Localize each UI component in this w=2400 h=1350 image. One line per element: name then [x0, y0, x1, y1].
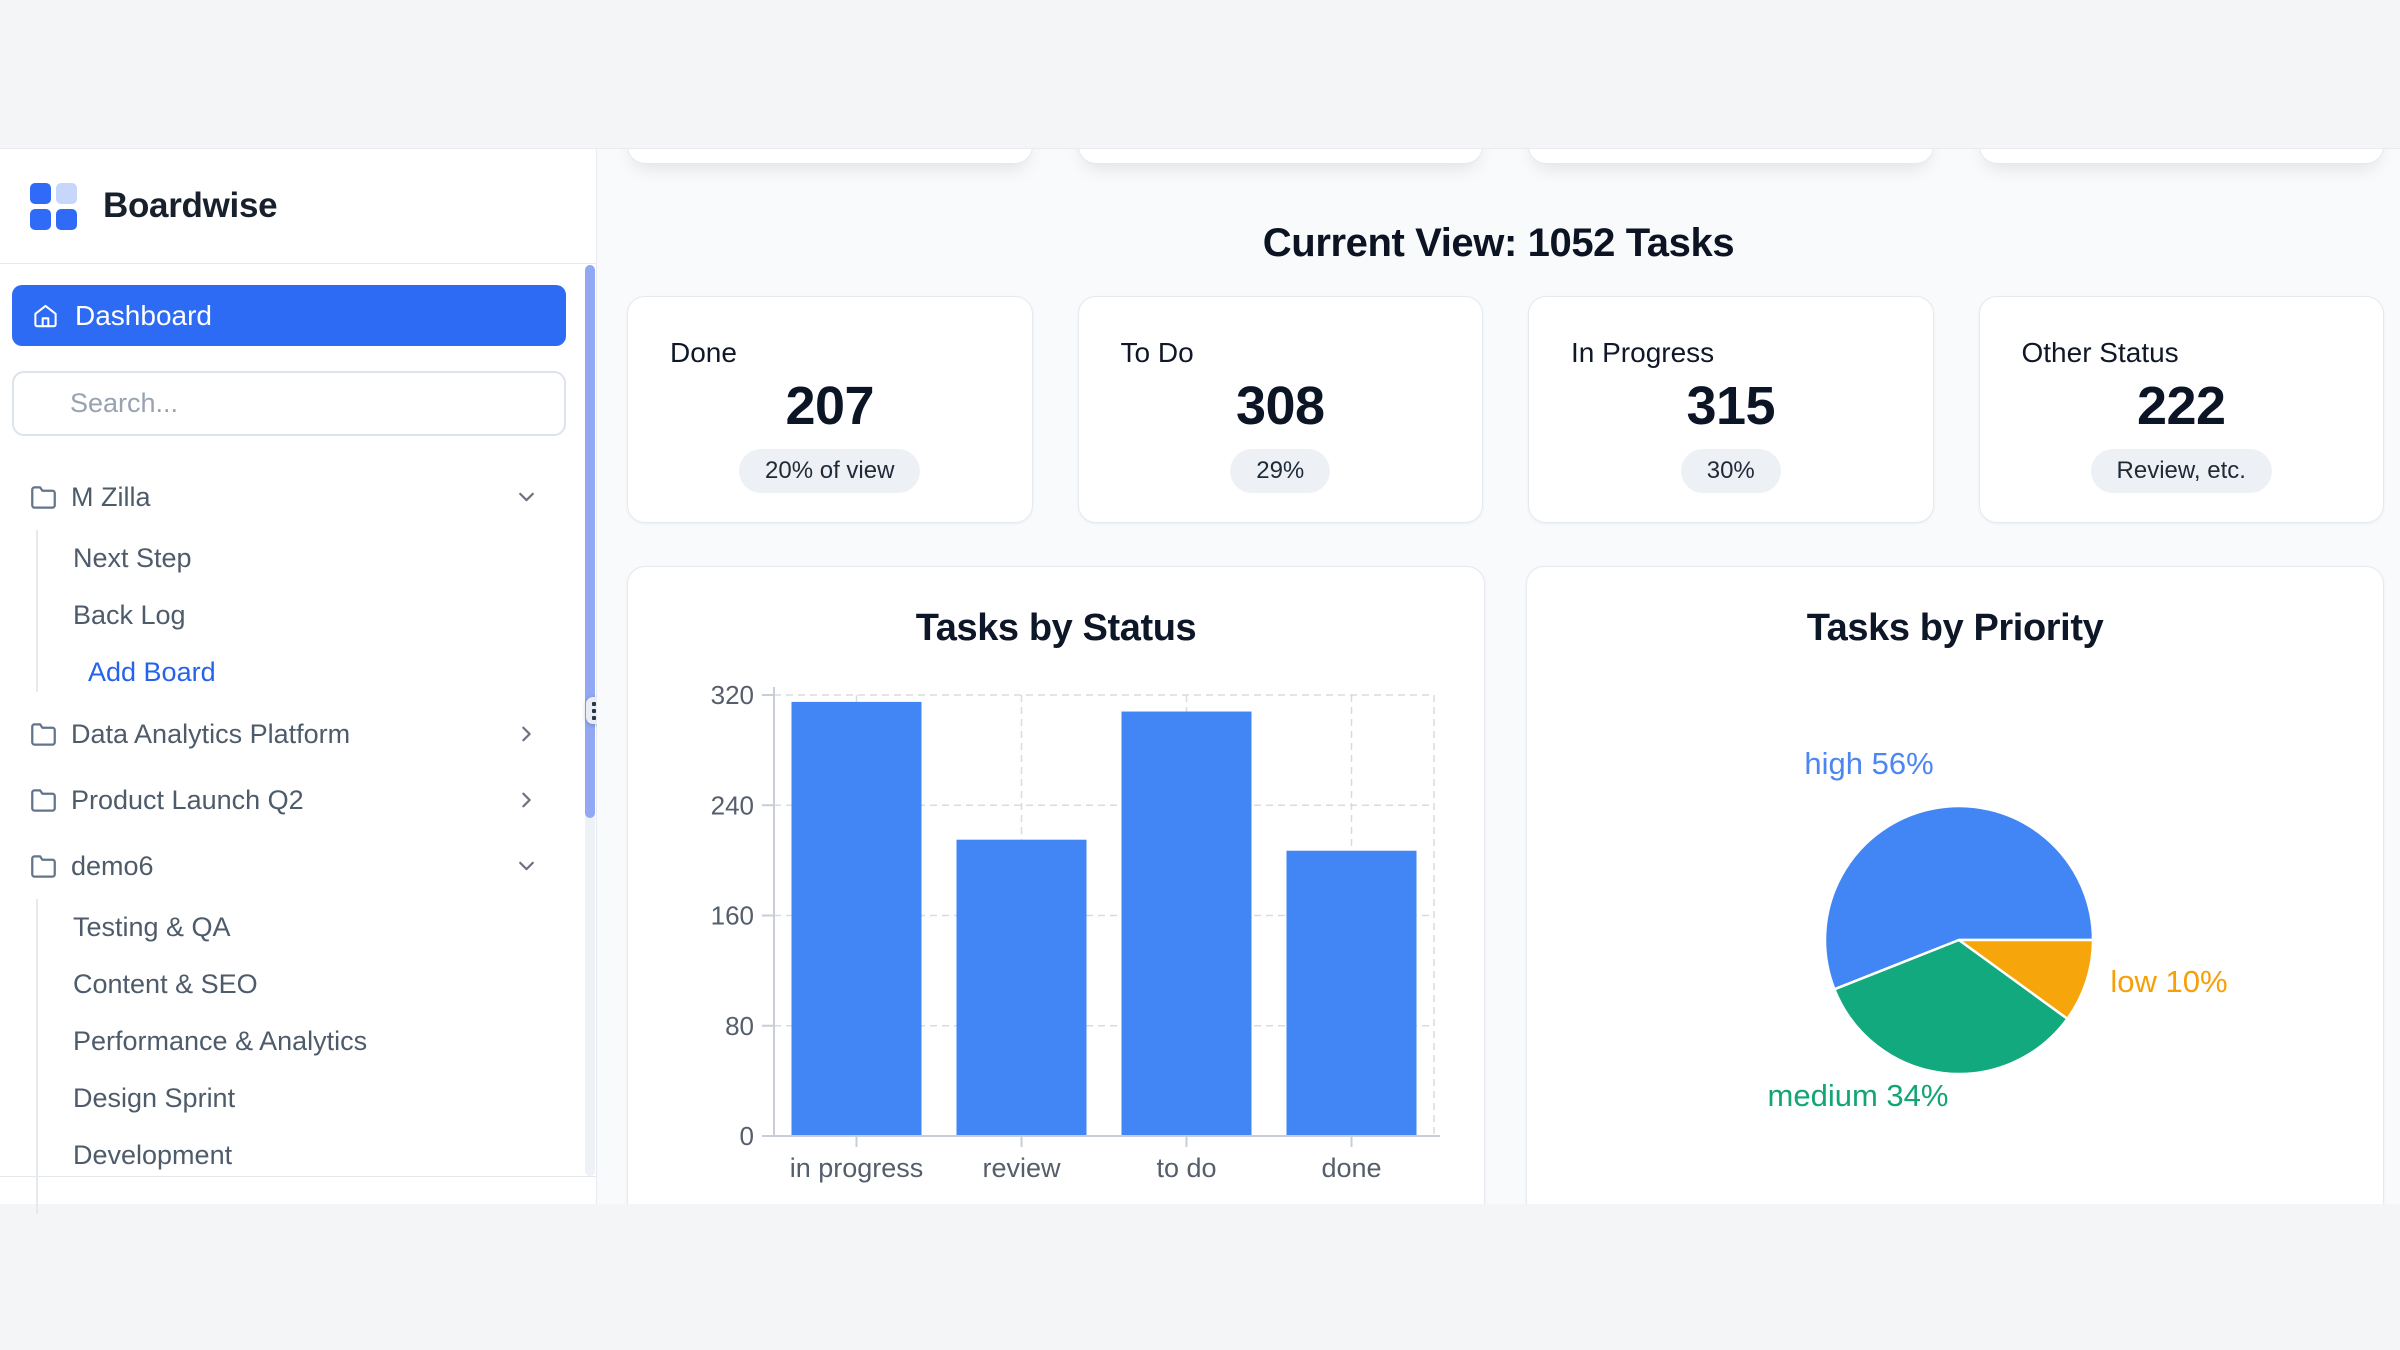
pie-slice-high	[1823, 804, 2095, 991]
dashboard-label: Dashboard	[75, 299, 212, 331]
sub-item-back-log[interactable]: Back Log	[0, 587, 597, 644]
scrolled-card-stub	[1978, 149, 2384, 164]
logo-square	[56, 208, 77, 230]
charts-row: Tasks by Status 0 80 160 240 320 in progress r…	[627, 566, 2384, 1204]
tasks-by-priority-card: Tasks by Priority high 56% medium 34% low …	[1526, 566, 2384, 1204]
tasks-by-status-card: Tasks by Status 0 80 160 240 320 in progress r…	[627, 566, 1485, 1204]
stat-label: Other Status	[2021, 337, 2179, 368]
board-label: M Zilla	[71, 481, 151, 512]
main-content: Current View: 1052 Tasks Done 207 20% of v…	[597, 149, 2400, 1204]
dashboard-button[interactable]: Dashboard	[12, 285, 566, 346]
folder-icon	[30, 721, 57, 748]
svg-text:to do: to do	[1156, 1153, 1216, 1183]
sub-item-label: Next Step	[73, 543, 192, 573]
boardwise-logo-icon[interactable]	[30, 182, 77, 230]
pie-slice-low	[1957, 938, 2095, 1021]
stat-label: To Do	[1120, 337, 1194, 368]
sub-item-label: Testing & QA	[73, 912, 231, 942]
board-tree: M Zilla Next Step Back Log Add Board Data An…	[0, 464, 597, 1214]
stat-card-done: Done 207 20% of view	[627, 296, 1033, 523]
logo-square	[56, 182, 77, 204]
sub-item-next-step[interactable]: Next Step	[0, 530, 597, 587]
search-input[interactable]	[12, 371, 566, 436]
status-bar-chart: 0 80 160 240 320 in progress review to do done	[711, 680, 1440, 1183]
add-board-link: Add Board	[88, 657, 216, 687]
status-chart-title: Tasks by Status	[915, 607, 1197, 649]
stat-badge: 20% of view	[739, 449, 921, 493]
sub-item-add-board[interactable]: Add Board	[0, 644, 597, 701]
sidebar-scrollbar-thumb[interactable]	[585, 265, 595, 818]
home-icon	[34, 304, 57, 328]
priority-chart-title: Tasks by Priority	[1806, 607, 2104, 649]
board-label: Product Launch Q2	[71, 784, 304, 815]
folder-icon	[30, 484, 57, 511]
svg-text:320: 320	[711, 680, 754, 710]
stats-row: Done 207 20% of view To Do 308 29% In Progress…	[627, 296, 2384, 523]
app-window: Boardwise Dashboard M Zilla Next Step Back…	[0, 148, 2400, 1214]
stat-label: In Progress	[1571, 337, 1715, 368]
svg-text:240: 240	[711, 790, 754, 820]
pie-label-low: low 10%	[2110, 964, 2228, 999]
sub-item-content-seo[interactable]: Content & SEO	[0, 956, 597, 1013]
board-item-demo6[interactable]: demo6	[0, 833, 597, 899]
stat-card-to-do: To Do 308 29%	[1077, 296, 1483, 523]
stat-value: 207	[785, 376, 875, 436]
scrolled-card-stub	[1077, 149, 1483, 164]
board-label: demo6	[71, 850, 154, 881]
scrolled-card-stub	[1528, 149, 1934, 164]
tree-indent-guide	[36, 530, 38, 692]
board-item-m-zilla[interactable]: M Zilla	[0, 464, 597, 530]
pie-label-high: high 56%	[1804, 746, 1934, 781]
board-item-data-analytics-platform[interactable]: Data Analytics Platform	[0, 701, 597, 767]
brand-name: Boardwise	[103, 186, 278, 225]
chevron-right-icon[interactable]	[514, 788, 539, 813]
priority-pie-chart	[1823, 804, 2095, 1076]
stat-value: 315	[1686, 376, 1776, 436]
stat-value: 222	[2136, 376, 2226, 436]
stat-card-other-status: Other Status 222 Review, etc.	[1978, 296, 2384, 523]
sub-item-label: Development	[73, 1140, 233, 1170]
board-label: Data Analytics Platform	[71, 718, 351, 749]
chevron-right-icon[interactable]	[514, 722, 539, 747]
svg-text:review: review	[982, 1153, 1061, 1183]
stat-value: 308	[1235, 376, 1325, 436]
stat-badge: Review, etc.	[2090, 449, 2272, 493]
sidebar: Boardwise Dashboard M Zilla Next Step Back…	[0, 149, 597, 1214]
sub-item-development[interactable]: Development	[0, 1127, 597, 1184]
sub-item-label: Content & SEO	[73, 969, 258, 999]
logo-square	[30, 182, 51, 204]
sub-item-testing-qa[interactable]: Testing & QA	[0, 899, 597, 956]
page-title: Current View: 1052 Tasks	[1262, 221, 1735, 265]
stat-badge: 29%	[1230, 449, 1331, 493]
folder-icon	[30, 787, 57, 814]
logo-square	[30, 208, 51, 230]
pie-slice-medium	[1833, 938, 2069, 1076]
svg-text:0: 0	[740, 1121, 754, 1151]
brand-row: Boardwise	[0, 149, 596, 264]
sub-item-performance-analytics[interactable]: Performance & Analytics	[0, 1013, 597, 1070]
pie-label-medium: medium 34%	[1767, 1078, 1949, 1113]
sidebar-bottom-divider	[0, 1176, 597, 1177]
scrolled-card-stub	[627, 149, 1033, 164]
chevron-down-icon[interactable]	[514, 485, 539, 510]
chevron-down-icon[interactable]	[514, 854, 539, 879]
sub-item-label: Performance & Analytics	[73, 1026, 368, 1056]
svg-text:160: 160	[711, 901, 754, 931]
stat-card-in-progress: In Progress 315 30%	[1528, 296, 1934, 523]
svg-text:80: 80	[725, 1011, 754, 1041]
svg-text:done: done	[1321, 1153, 1381, 1183]
tree-indent-guide	[36, 899, 38, 1214]
sub-item-design-sprint[interactable]: Design Sprint	[0, 1070, 597, 1127]
scrolled-out-cards-row	[627, 149, 2384, 164]
stat-badge: 30%	[1680, 449, 1781, 493]
board-item-product-launch-q2[interactable]: Product Launch Q2	[0, 767, 597, 833]
folder-icon	[30, 853, 57, 880]
svg-text:in progress: in progress	[790, 1153, 924, 1183]
sub-item-label: Design Sprint	[73, 1083, 236, 1113]
sub-item-label: Back Log	[73, 600, 186, 630]
stat-label: Done	[670, 337, 737, 368]
